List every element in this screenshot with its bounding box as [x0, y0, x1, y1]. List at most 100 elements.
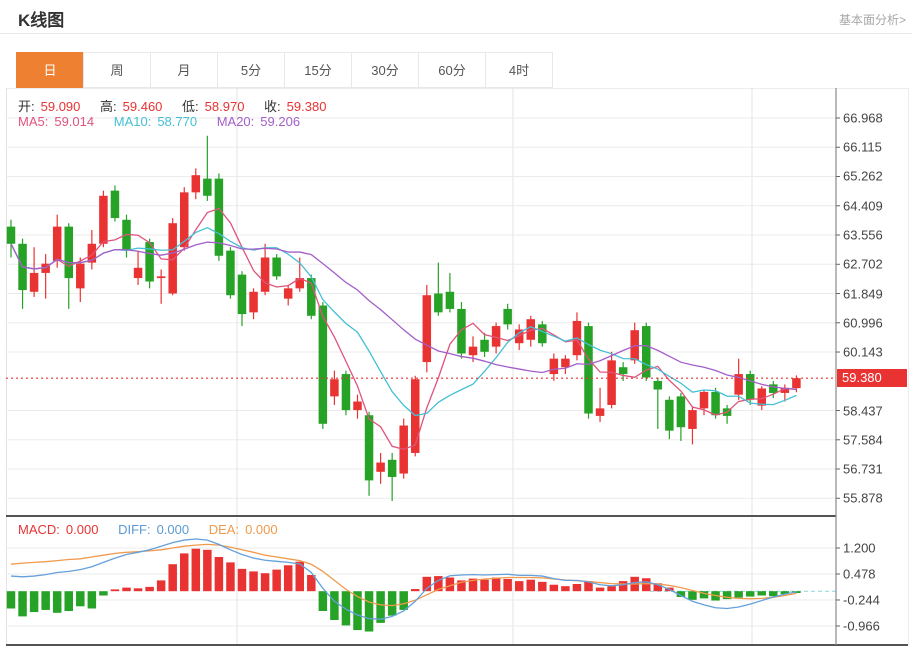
candle[interactable]: [6, 226, 16, 244]
ma10-line: [10, 226, 797, 417]
candle[interactable]: [561, 358, 570, 368]
candle[interactable]: [353, 401, 362, 411]
macd-bar: [203, 549, 212, 592]
candle[interactable]: [133, 267, 143, 279]
candle[interactable]: [87, 243, 97, 263]
macd-bar: [249, 571, 258, 592]
candle[interactable]: [595, 408, 605, 416]
price-axis-label: 61.849: [843, 286, 883, 302]
candle[interactable]: [29, 272, 39, 292]
macd-bar: [549, 584, 559, 592]
candle[interactable]: [584, 326, 593, 414]
candle[interactable]: [699, 391, 709, 409]
tab-5分[interactable]: 5分: [217, 52, 285, 88]
candle[interactable]: [538, 324, 547, 344]
macd-bar: [64, 591, 73, 611]
macd-bar: [457, 580, 466, 592]
candle[interactable]: [318, 305, 328, 424]
ma20-line: [10, 241, 797, 390]
candle[interactable]: [780, 387, 790, 393]
candle[interactable]: [468, 346, 478, 356]
candle[interactable]: [607, 360, 616, 405]
chart-top-border: [6, 88, 908, 89]
tab-周[interactable]: 周: [83, 52, 151, 88]
price-axis-label: 60.996: [843, 315, 883, 331]
candle[interactable]: [711, 391, 720, 416]
macd-bar: [780, 591, 790, 595]
candle[interactable]: [341, 374, 351, 411]
candle[interactable]: [503, 308, 512, 325]
tab-60分[interactable]: 60分: [418, 52, 486, 88]
candle[interactable]: [364, 415, 374, 481]
price-axis-label: 63.556: [843, 227, 883, 243]
macd-bar: [676, 591, 686, 597]
candle[interactable]: [757, 388, 767, 406]
candle[interactable]: [307, 278, 316, 316]
macd-bar: [353, 591, 362, 631]
candle[interactable]: [330, 379, 339, 397]
candle[interactable]: [422, 295, 432, 363]
candle[interactable]: [295, 278, 305, 289]
macd-bar: [434, 576, 443, 592]
candle[interactable]: [260, 257, 270, 292]
candle[interactable]: [180, 192, 189, 248]
candle[interactable]: [203, 178, 212, 196]
tab-15分[interactable]: 15分: [284, 52, 352, 88]
candle[interactable]: [52, 226, 62, 261]
candle[interactable]: [376, 462, 385, 472]
candle[interactable]: [526, 319, 536, 340]
tab-日[interactable]: 日: [16, 52, 84, 88]
candle[interactable]: [64, 226, 74, 279]
candle[interactable]: [792, 378, 801, 389]
candle[interactable]: [76, 263, 85, 289]
candle[interactable]: [653, 380, 663, 390]
ma10-label: MA10:: [113, 114, 152, 129]
tab-月[interactable]: 月: [150, 52, 218, 88]
candle[interactable]: [676, 396, 686, 428]
candle[interactable]: [191, 175, 201, 193]
ohlc-readout: 开: 59.090 高: 59.460 低: 58.970 收: 59.380: [18, 96, 332, 115]
high-label: 高:: [100, 99, 117, 114]
macd-bar: [272, 569, 281, 592]
candle[interactable]: [249, 291, 258, 313]
candle[interactable]: [41, 263, 50, 273]
candle[interactable]: [642, 326, 651, 378]
candle[interactable]: [445, 291, 455, 309]
fundamental-analysis-link[interactable]: 基本面分析>: [838, 13, 906, 27]
candle[interactable]: [214, 178, 224, 256]
tab-30分[interactable]: 30分: [351, 52, 419, 88]
candle[interactable]: [226, 250, 235, 296]
candle[interactable]: [110, 190, 120, 219]
candle[interactable]: [618, 367, 628, 375]
candle[interactable]: [122, 219, 131, 251]
candle[interactable]: [168, 223, 177, 294]
chart-left-border: [6, 88, 7, 645]
high-value: 59.460: [122, 99, 163, 114]
candle[interactable]: [283, 288, 293, 299]
candle[interactable]: [745, 374, 755, 400]
candle[interactable]: [665, 399, 674, 431]
candle[interactable]: [734, 374, 743, 395]
candle[interactable]: [688, 410, 697, 429]
candle[interactable]: [156, 276, 166, 279]
candle[interactable]: [99, 195, 108, 244]
candle[interactable]: [491, 326, 501, 347]
tab-4时[interactable]: 4时: [485, 52, 553, 88]
candle[interactable]: [457, 308, 466, 354]
candle[interactable]: [549, 358, 559, 375]
candle[interactable]: [769, 384, 778, 393]
macd-bar: [722, 591, 732, 600]
candle[interactable]: [237, 274, 247, 315]
candle[interactable]: [480, 339, 489, 352]
macd-bar: [330, 591, 339, 620]
candle[interactable]: [145, 242, 154, 282]
price-axis-label: 56.731: [843, 461, 883, 477]
candle[interactable]: [387, 459, 397, 477]
candle[interactable]: [272, 257, 281, 277]
macd-bar: [168, 564, 177, 592]
price-axis-label: 66.115: [843, 139, 882, 155]
candle[interactable]: [434, 293, 443, 313]
price-axis-label: 62.702: [843, 256, 883, 272]
